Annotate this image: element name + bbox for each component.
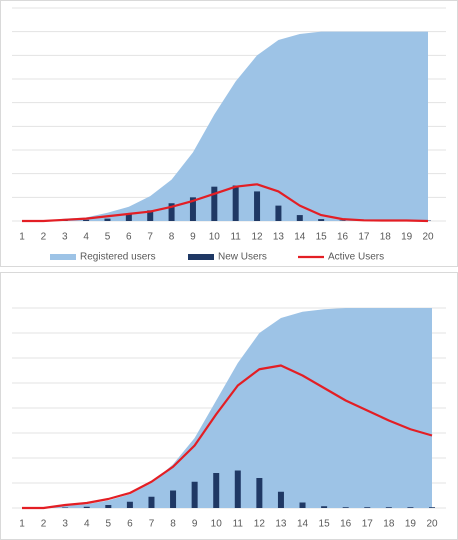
- bar: [275, 205, 282, 221]
- line: [22, 183, 429, 223]
- x-tick-label: 2: [41, 232, 47, 243]
- bar: [105, 505, 112, 508]
- x-tick-label: 7: [149, 519, 155, 530]
- bar: [318, 219, 325, 221]
- x-tick-label: 1: [19, 519, 25, 530]
- bar: [254, 191, 261, 221]
- bar: [429, 507, 435, 508]
- area: [22, 31, 428, 221]
- bar: [83, 506, 90, 508]
- x-tick-label: 13: [273, 232, 285, 243]
- bar: [126, 501, 133, 508]
- bar: [342, 507, 349, 508]
- legend-swatch: [50, 254, 76, 260]
- x-tick-label: 6: [126, 232, 132, 243]
- x-tick-label: 12: [251, 232, 263, 243]
- x-tick-label: 15: [316, 232, 328, 243]
- bar: [147, 210, 154, 221]
- x-tick-label: 13: [275, 519, 287, 530]
- x-tick-label: 16: [340, 519, 352, 530]
- x-tick-label: 5: [105, 232, 111, 243]
- area: [22, 308, 432, 508]
- bar: [168, 203, 175, 221]
- bar: [211, 186, 218, 221]
- bar: [296, 215, 303, 221]
- bar: [148, 496, 155, 508]
- bar: [407, 507, 414, 508]
- x-tick-label: 8: [170, 519, 176, 530]
- x-tick-label: 6: [127, 519, 133, 530]
- x-tick-label: 4: [84, 519, 90, 530]
- x-tick-label: 17: [362, 519, 374, 530]
- bar: [83, 219, 90, 221]
- x-tick-label: 4: [83, 232, 89, 243]
- x-tick-label: 18: [383, 519, 395, 530]
- x-tick-label: 20: [422, 232, 434, 243]
- x-tick-label: 17: [358, 232, 370, 243]
- x-tick-label: 2: [41, 519, 47, 530]
- x-tick-label: 8: [169, 232, 175, 243]
- bar: [125, 213, 132, 221]
- bar: [191, 481, 198, 508]
- bar: [385, 507, 392, 508]
- x-tick-label: 10: [209, 232, 221, 243]
- legend-label: Active Users: [328, 252, 384, 263]
- x-tick-label: 7: [147, 232, 153, 243]
- x-tick-label: 1: [19, 232, 25, 243]
- bar: [299, 502, 306, 508]
- bar: [170, 490, 177, 508]
- x-tick-label: 5: [106, 519, 112, 530]
- x-tick-label: 14: [297, 519, 309, 530]
- legend-swatch: [188, 254, 214, 260]
- x-tick-label: 11: [233, 519, 244, 530]
- x-tick-label: 11: [230, 232, 241, 243]
- bar: [104, 218, 111, 221]
- bar: [234, 470, 241, 508]
- x-tick-label: 15: [319, 519, 331, 530]
- bar: [277, 491, 284, 508]
- x-tick-label: 19: [405, 519, 417, 530]
- x-tick-label: 19: [401, 232, 413, 243]
- x-tick-label: 9: [192, 519, 198, 530]
- x-tick-label: 12: [254, 519, 266, 530]
- x-tick-label: 3: [62, 519, 68, 530]
- x-tick-label: 10: [211, 519, 223, 530]
- bar: [321, 506, 328, 508]
- bar: [256, 478, 263, 508]
- bar: [232, 185, 239, 221]
- bar: [62, 507, 69, 508]
- x-tick-label: 14: [294, 232, 306, 243]
- bar: [189, 197, 196, 221]
- x-tick-label: 16: [337, 232, 349, 243]
- line: [22, 364, 433, 510]
- legend-label: Registered users: [80, 252, 156, 263]
- x-tick-label: 9: [190, 232, 196, 243]
- x-tick-label: 3: [62, 232, 68, 243]
- x-tick-label: 20: [426, 519, 438, 530]
- legend-label: New Users: [218, 252, 267, 263]
- x-tick-label: 18: [380, 232, 392, 243]
- bar: [364, 507, 371, 508]
- bar: [213, 473, 220, 508]
